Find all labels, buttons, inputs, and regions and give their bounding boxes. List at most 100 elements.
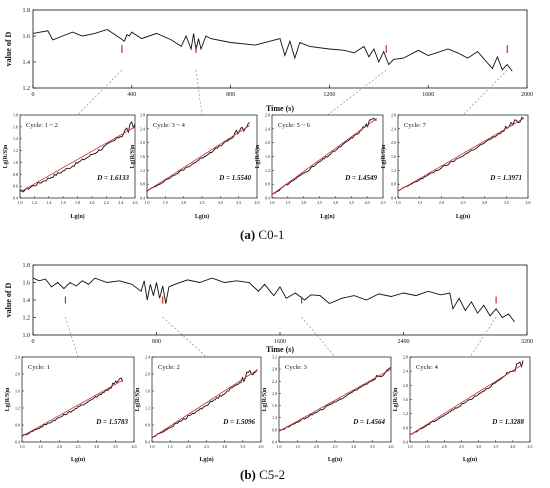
panel-b-main-xtick-label: 1600 [274,339,286,345]
panel-a-sub-1-cycle-label: Cycle: 1 ~ 2 [26,122,58,129]
panel-a-sub-4-ylabel: Lg(R/S)n [380,144,387,168]
panel-a-sub-1-ytick-label: 1.8 [13,113,18,118]
caption-a-text: C0-1 [258,227,285,242]
panel-b-sub-3-xtick-label: 2.5 [333,444,338,449]
panel-b-sub-3-xtick-label: 1.0 [277,444,282,449]
panel-b-sub-3-ylabel: Lg(R/S)n [261,387,268,411]
panel-b-sub-1-ylabel: Lg(R/S)n [4,387,11,411]
panel-a-sub-3-ytick-label: 1.6 [265,154,270,159]
panel-a-main-series-line [32,29,513,72]
panel-a-sub-4-ytick-label: 2.8 [391,113,396,118]
panel-b-sub-1-ytick-label: 0.8 [15,423,20,428]
panel-a-sub-1-xtick-label: 1.6 [61,200,66,205]
panel-b-sub-4-ytick-label: 1.2 [403,411,408,416]
panel-b-sub-2-data-line [151,369,258,439]
panel-b-sub-2-fit-line [151,369,258,439]
panel-b-sub-4-ytick-label: 0.8 [403,425,408,430]
panel-a-sub-1-ytick-label: 0.6 [13,184,18,189]
panel-a-sub-1-ytick-label: 1.2 [13,148,18,153]
panel-b-sub-2-xtick-label: 1.0 [150,444,155,449]
panel-a-sub-1-connector [77,69,123,116]
caption-b-letter: (b) [240,467,256,482]
panel-a-sub-2-xtick-label: 2.0 [181,200,186,205]
panel-a-sub-4-xtick-label: 2.0 [439,200,444,205]
panel-a-sub-4-xtick-label: 4.0 [526,200,531,205]
panel-b-sub-4-ytick-label: 2.4 [403,369,408,374]
panel-b-sub-4-xlabel: Lg(n) [463,456,477,463]
panel-a-sub-4-xtick-label: 3.5 [504,200,509,205]
panel-b-sub-4-xtick-label: 3.5 [493,444,498,449]
panel-a-sub-1-data-line [19,121,136,193]
panel-b-sub-1-connector [65,316,79,358]
panel-a-sub-4-connector [462,69,508,116]
panel-a-sub-3-ytick-label: 0.4 [265,196,270,201]
panel-b-main-ytick-label: 1.8 [23,263,31,269]
panel-a-sub-2-ytick-label: 1.6 [140,154,145,159]
panel-b-sub-4-xtick-label: 1.5 [425,444,430,449]
panel-b-sub-1-xtick-label: 1.0 [20,444,25,449]
panel-a-sub-2-ytick-label: 2.8 [140,113,145,118]
panel-a-main-xtick-label: 0 [32,92,35,98]
panel-a-sub-3-xtick-label: 1.5 [285,200,290,205]
panel-b-sub-3-ytick-label: 0.8 [272,427,277,432]
panel-a-main-axes [32,9,528,89]
panel-a-sub-2-axes [146,114,258,199]
panel-b-sub-3-xtick-label: 3.5 [370,444,375,449]
panel-a-sub-3-ytick-label: 2.0 [265,140,270,145]
panel-b-sub-4-ylabel: Lg(R/S)n [392,387,399,411]
panel-b-main-xtick-label: 0 [32,339,35,345]
panel-a-sub-4-xtick-label: 3.0 [482,200,487,205]
panel-b-sub-4-xtick-label: 2.0 [442,444,447,449]
panel-b-sub-2-xtick-label: 2.0 [186,444,191,449]
panel-b-sub-3-ytick-label: 2.8 [272,367,277,372]
panel-a-sub-1-xtick-label: 2.0 [89,200,94,205]
panel-b-sub-3-connector [301,316,336,358]
panel-b-sub-3-xtick-label: 1.5 [295,444,300,449]
panel-a-main-ytick-label: 1.4 [23,60,31,66]
caption-a: (a) C0-1 [240,227,284,243]
panel-a-sub-2-cycle-label: Cycle: 3 ~ 4 [153,122,186,129]
panel-b-sub-3-data-line [278,367,392,432]
panel-a-sub-1-ylabel: Lg(R/S)n [2,144,9,168]
panel-a-main-xtick-label: 2000 [521,92,533,98]
panel-b-sub-3-xtick-label: 3.0 [351,444,356,449]
panel-a-sub-2-xtick-label: 3.5 [236,200,241,205]
panel-a-sub-4-data-line [397,116,524,192]
panel-b-sub-4-xtick-label: 1.0 [408,444,413,449]
caption-b-text: C5-2 [259,467,286,482]
panel-a-sub-4-ytick-label: 1.6 [391,154,396,159]
panel-a-sub-2-ylabel: Lg(R/S)n [129,144,136,168]
panel-a-sub-1-xtick-label: 1.0 [18,200,23,205]
panel-a-sub-3-xtick-label: 2.5 [317,200,322,205]
panel-b-sub-1-ytick-label: 1.6 [15,389,20,394]
panel-b-main-ytick-label: 1.0 [23,333,31,339]
panel-b-sub-4-xtick-label: 4.5 [528,444,533,449]
panel-b-sub-1-ytick-label: 1.2 [15,406,20,411]
panel-a-sub-3-ytick-label: 2.8 [265,113,270,118]
panel-a-sub-2-fit-line [146,125,250,192]
panel-b-sub-1-xlabel: Lg(n) [71,456,85,463]
panel-a-sub-2-ytick-label: 0.4 [140,196,145,201]
panel-b-sub-4-xtick-label: 3.0 [476,444,481,449]
panel-a-sub-2-d-value: D = 1.5540 [218,174,251,182]
panel-a-sub-2-xtick-label: 4.0 [255,200,260,205]
panel-b-main-xtick-label: 800 [152,339,161,345]
panel-b-sub-3-axes [278,356,392,443]
panel-b-main-ytick-label: 1.6 [23,281,31,287]
panel-a-sub-3-connector [327,69,387,116]
panel-b-sub-3-fit-line [278,368,392,432]
panel-a-sub-3-fit-line [271,118,377,195]
panel-a-sub-4-xtick-label: 2.5 [461,200,466,205]
panel-a-sub-1-ytick-label: 0.4 [13,196,18,201]
panel-b-sub-1-xtick-label: 2.5 [76,444,81,449]
panel-b-sub-1-d-value: D = 1.5783 [95,418,128,426]
panel-a-sub-4-ytick-label: 0.4 [391,196,396,201]
panel-a-sub-1-ytick-label: 1.4 [13,136,18,141]
panel-b-sub-3-xtick-label: 2.0 [314,444,319,449]
panel-b-sub-1-xtick-label: 4.0 [132,444,137,449]
panel-b-sub-4-ytick-label: 0.4 [403,440,408,445]
panel-a-sub-1-xtick-label: 2.2 [104,200,109,205]
panel-a-sub-1-xtick-label: 1.4 [46,200,51,205]
panel-b-sub-2-cycle-label: Cycle: 2 [158,364,180,371]
